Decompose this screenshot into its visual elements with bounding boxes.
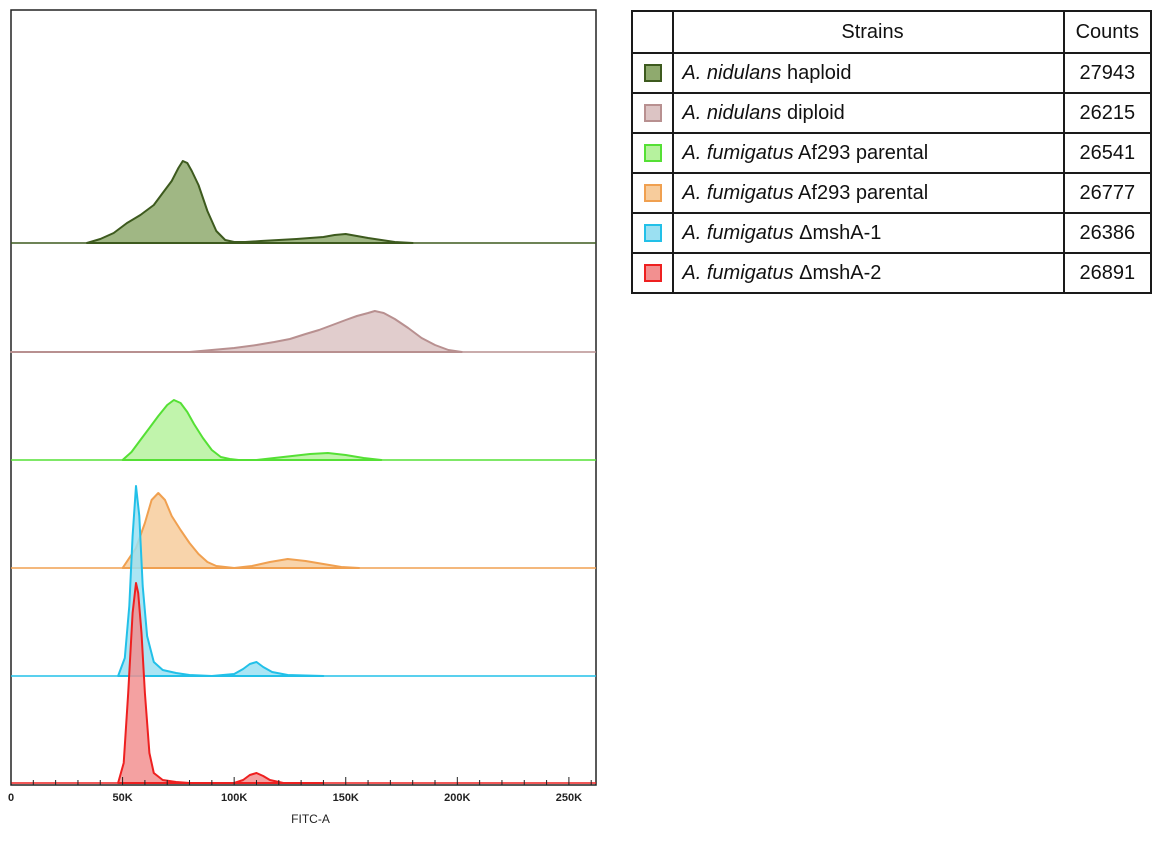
table-row: A. nidulans haploid 27943 [630, 52, 1152, 94]
strain-legend-table: Strains Counts A. nidulans haploid 27943 A… [630, 10, 1152, 294]
table-row: A. fumigatus ΔmshA-2 26891 [630, 252, 1152, 294]
histogram-series [11, 492, 596, 569]
x-axis-label: FITC-A [291, 812, 330, 826]
species-name: A. fumigatus [682, 141, 794, 164]
histogram-area [117, 582, 325, 784]
histogram-series [11, 399, 596, 461]
species-name: A. fumigatus [682, 181, 794, 204]
strain-suffix: Af293 parental [793, 141, 929, 164]
histogram-panel: 0 50K 100K 150K 200K 250K FITC-A [8, 9, 597, 826]
strain-name-cell: A. fumigatus Af293 parental [672, 172, 1065, 214]
table-row: A. nidulans diploid 26215 [630, 92, 1152, 134]
strains-header: Strains [672, 10, 1065, 54]
x-tick-label: 0 [8, 792, 14, 804]
histogram-plot: 0 50K 100K 150K 200K 250K FITC-A [8, 9, 597, 826]
count-cell: 26386 [1062, 212, 1152, 254]
strain-name-cell: A. nidulans diploid [672, 92, 1065, 134]
swatch-cell [630, 92, 675, 134]
table-row: A. fumigatus Af293 parental 26777 [630, 172, 1152, 214]
histogram-area [121, 399, 383, 461]
histogram-area [121, 492, 361, 569]
swatch-cell [630, 172, 675, 214]
x-tick-label: 200K [444, 792, 470, 804]
legend-swatch [643, 264, 662, 283]
species-name: A. fumigatus [682, 261, 794, 284]
strain-suffix: diploid [781, 101, 845, 124]
strain-suffix: Af293 parental [793, 181, 929, 204]
histogram-series [11, 485, 596, 677]
count-cell: 26215 [1062, 92, 1152, 134]
histogram-area [85, 160, 414, 244]
histogram-series [11, 160, 596, 244]
legend-swatch [643, 144, 662, 163]
count-cell: 26891 [1062, 252, 1152, 294]
x-tick-label: 50K [112, 792, 132, 804]
table-header-row: Strains Counts [630, 10, 1152, 54]
strain-name-cell: A. nidulans haploid [672, 52, 1065, 94]
counts-header: Counts [1062, 10, 1152, 54]
swatch-cell [630, 252, 675, 294]
count-cell: 27943 [1062, 52, 1152, 94]
count-cell: 26541 [1062, 132, 1152, 174]
swatch-cell [630, 52, 675, 94]
strain-suffix: ΔmshA-1 [793, 221, 882, 244]
legend-swatch [643, 184, 662, 203]
histogram-series [11, 582, 596, 784]
table-row: A. fumigatus Af293 parental 26541 [630, 132, 1152, 174]
x-tick-label: 250K [556, 792, 582, 804]
count-cell: 26777 [1062, 172, 1152, 214]
species-name: A. nidulans [682, 61, 782, 84]
swatch-cell [630, 212, 675, 254]
histogram-area [10, 310, 463, 353]
legend-swatch [643, 224, 662, 243]
species-name: A. fumigatus [682, 221, 794, 244]
species-name: A. nidulans [682, 101, 782, 124]
x-tick-label: 100K [221, 792, 247, 804]
x-tick-label: 150K [333, 792, 359, 804]
swatch-header-cell [630, 10, 675, 54]
legend-swatch [643, 104, 662, 123]
swatch-cell [630, 132, 675, 174]
plot-frame [10, 9, 597, 786]
strain-suffix: haploid [781, 61, 852, 84]
strain-name-cell: A. fumigatus ΔmshA-2 [672, 252, 1065, 294]
histogram-series [10, 310, 596, 353]
strain-name-cell: A. fumigatus ΔmshA-1 [672, 212, 1065, 254]
strain-suffix: ΔmshA-2 [793, 261, 882, 284]
legend-swatch [643, 64, 662, 83]
table-row: A. fumigatus ΔmshA-1 26386 [630, 212, 1152, 254]
strain-name-cell: A. fumigatus Af293 parental [672, 132, 1065, 174]
